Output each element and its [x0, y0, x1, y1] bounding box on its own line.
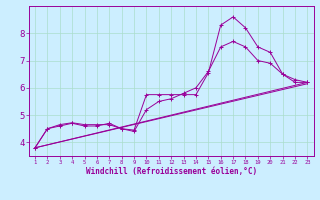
X-axis label: Windchill (Refroidissement éolien,°C): Windchill (Refroidissement éolien,°C)	[86, 167, 257, 176]
